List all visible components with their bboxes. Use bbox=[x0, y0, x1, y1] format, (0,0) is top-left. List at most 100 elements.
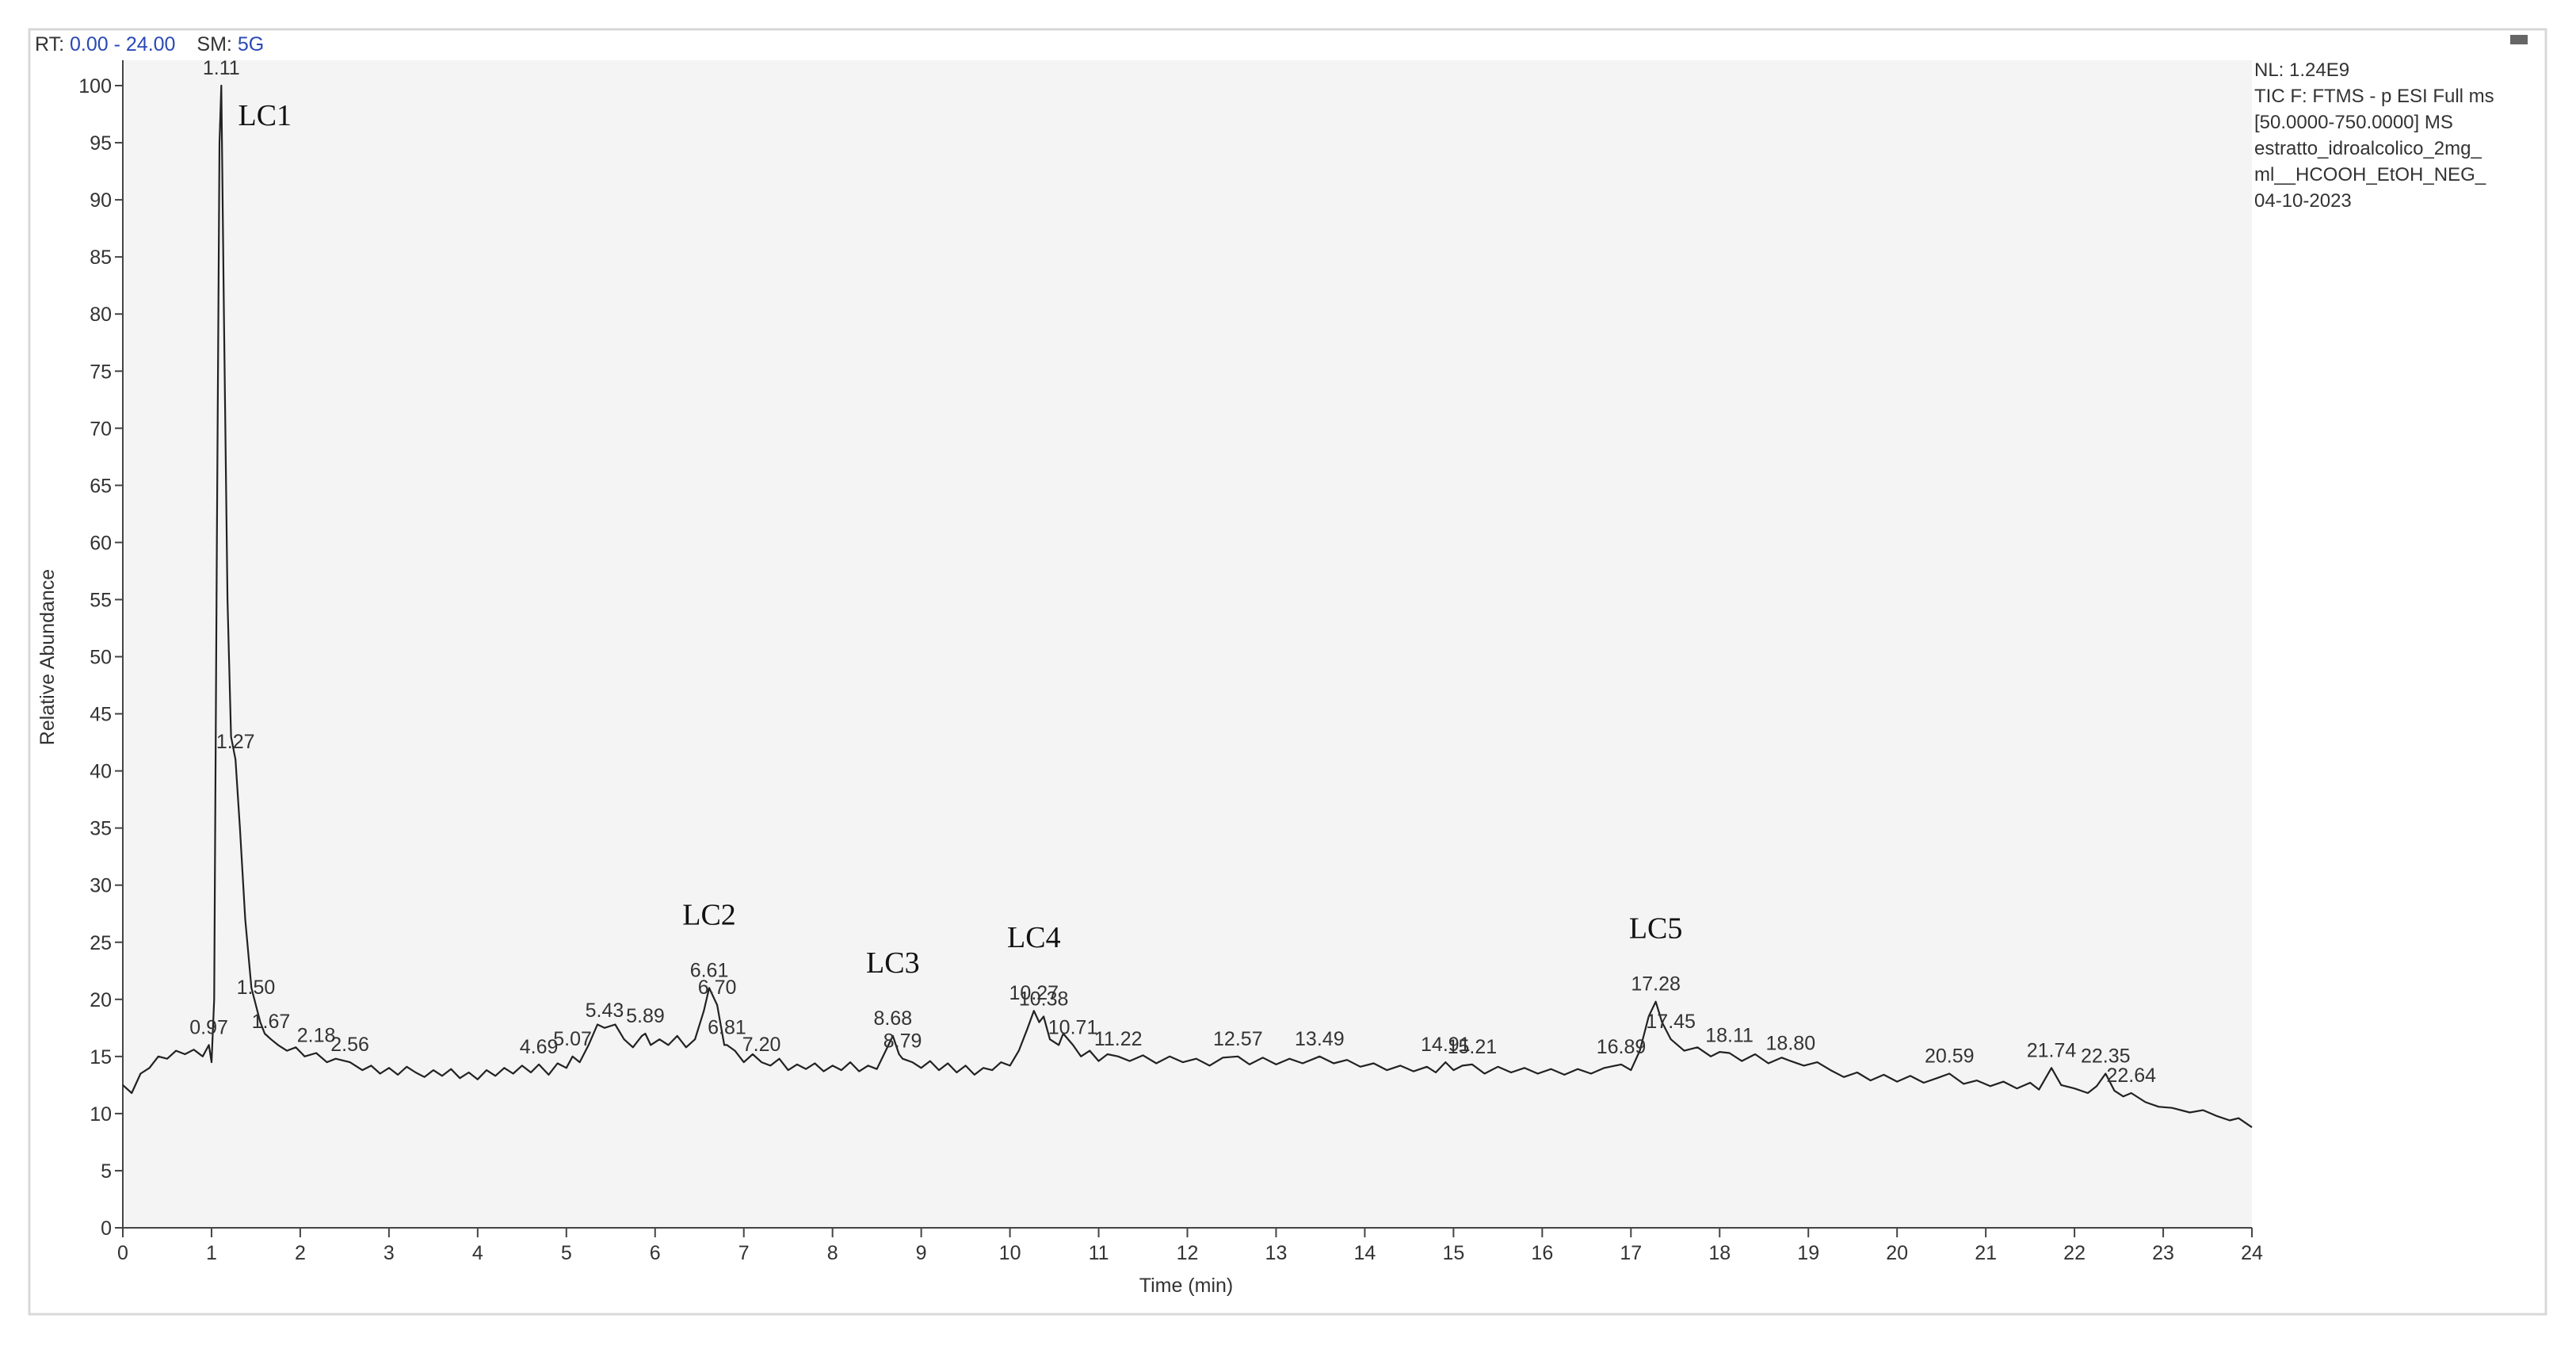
y-tick-label: 95 bbox=[90, 132, 112, 155]
x-tick-label: 20 bbox=[1886, 1242, 1908, 1264]
peak-label: 5.43 bbox=[586, 1000, 624, 1022]
peak-annotation: LC1 bbox=[238, 99, 292, 132]
peak-annotation: LC4 bbox=[1007, 921, 1061, 954]
peak-label: 2.56 bbox=[330, 1034, 369, 1056]
peak-label: 10.27 bbox=[1009, 982, 1059, 1004]
y-tick-label: 70 bbox=[90, 418, 112, 440]
y-tick-label: 10 bbox=[90, 1103, 112, 1126]
x-tick-label: 24 bbox=[2241, 1242, 2263, 1264]
x-tick-label: 19 bbox=[1797, 1242, 1819, 1264]
x-tick-label: 1 bbox=[206, 1242, 217, 1264]
y-tick-label: 40 bbox=[90, 761, 112, 783]
x-tick-label: 14 bbox=[1354, 1242, 1376, 1264]
peak-label: 10.38 bbox=[1019, 988, 1069, 1010]
peak-label: 22.64 bbox=[2106, 1065, 2156, 1087]
peak-label: 18.80 bbox=[1766, 1033, 1816, 1055]
x-tick-label: 10 bbox=[999, 1242, 1021, 1264]
info-line: NL: 1.24E9 bbox=[2254, 59, 2349, 81]
rt-range: 0.00 - 24.00 bbox=[70, 33, 175, 55]
x-tick-label: 13 bbox=[1265, 1242, 1288, 1264]
peak-label: 17.28 bbox=[1631, 973, 1681, 996]
sm-label: SM: bbox=[197, 33, 231, 55]
x-tick-label: 17 bbox=[1620, 1242, 1642, 1264]
y-tick-label: 5 bbox=[101, 1160, 112, 1183]
x-tick-label: 3 bbox=[384, 1242, 395, 1264]
x-tick-label: 0 bbox=[117, 1242, 128, 1264]
y-tick-label: 20 bbox=[90, 989, 112, 1011]
header: RT: 0.00 - 24.00 SM: 5G bbox=[35, 33, 264, 55]
y-tick-label: 75 bbox=[90, 361, 112, 383]
y-tick-label: 65 bbox=[90, 475, 112, 497]
peak-label: 8.68 bbox=[873, 1007, 912, 1030]
peak-label: 6.61 bbox=[690, 959, 729, 981]
peak-label: 13.49 bbox=[1295, 1028, 1345, 1050]
peak-label: 2.18 bbox=[297, 1025, 336, 1047]
peak-label: 0.97 bbox=[189, 1016, 228, 1038]
pin-icon bbox=[2510, 35, 2528, 44]
rt-label: RT: bbox=[35, 33, 64, 55]
y-tick-label: 0 bbox=[101, 1217, 112, 1240]
y-axis-title: Relative Abundance bbox=[36, 569, 59, 745]
peak-label: 14.91 bbox=[1421, 1034, 1471, 1056]
y-tick-label: 80 bbox=[90, 304, 112, 326]
x-tick-label: 6 bbox=[650, 1242, 661, 1264]
info-line: ml__HCOOH_EtOH_NEG_ bbox=[2254, 164, 2486, 185]
x-tick-label: 22 bbox=[2063, 1242, 2086, 1264]
peak-label: 1.50 bbox=[237, 977, 276, 999]
x-tick-label: 16 bbox=[1531, 1242, 1553, 1264]
x-tick-label: 11 bbox=[1089, 1242, 1109, 1264]
peak-label: 6.81 bbox=[708, 1016, 746, 1038]
info-line: TIC F: FTMS - p ESI Full ms bbox=[2254, 86, 2494, 107]
peak-label: 6.70 bbox=[698, 977, 737, 999]
y-tick-label: 55 bbox=[90, 589, 112, 611]
x-tick-label: 21 bbox=[1975, 1242, 1997, 1264]
y-tick-label: 50 bbox=[90, 647, 112, 669]
peak-annotation: LC2 bbox=[682, 898, 736, 931]
x-tick-label: 8 bbox=[827, 1242, 838, 1264]
peak-label: 5.07 bbox=[553, 1028, 592, 1050]
peak-label: 22.35 bbox=[2081, 1045, 2131, 1067]
info-line: estratto_idroalcolico_2mg_ bbox=[2254, 138, 2482, 159]
y-tick-label: 15 bbox=[90, 1046, 112, 1068]
peak-annotation: LC5 bbox=[1629, 912, 1683, 946]
info-line: [50.0000-750.0000] MS bbox=[2254, 112, 2453, 133]
x-tick-label: 15 bbox=[1442, 1242, 1464, 1264]
y-tick-label: 25 bbox=[90, 932, 112, 954]
x-tick-label: 2 bbox=[295, 1242, 306, 1264]
plot-area bbox=[123, 60, 2252, 1228]
y-tick-label: 90 bbox=[90, 189, 112, 212]
y-tick-label: 60 bbox=[90, 532, 112, 554]
x-tick-label: 7 bbox=[738, 1242, 750, 1264]
x-tick-label: 23 bbox=[2152, 1242, 2174, 1264]
x-axis-title: Time (min) bbox=[1139, 1275, 1234, 1297]
peak-label: 5.89 bbox=[626, 1005, 665, 1027]
peak-annotation: LC3 bbox=[866, 946, 920, 980]
peak-label: 1.67 bbox=[252, 1011, 291, 1033]
x-tick-label: 9 bbox=[916, 1242, 927, 1264]
peak-label: 1.27 bbox=[216, 731, 255, 753]
peak-label: 17.45 bbox=[1646, 1011, 1696, 1033]
y-tick-label: 45 bbox=[90, 704, 112, 726]
y-tick-label: 100 bbox=[78, 75, 112, 97]
peak-label: 10.71 bbox=[1048, 1016, 1098, 1038]
x-tick-label: 12 bbox=[1177, 1242, 1199, 1264]
trace bbox=[122, 84, 2253, 1129]
peak-label: 18.11 bbox=[1705, 1025, 1754, 1047]
info-line: 04-10-2023 bbox=[2254, 190, 2352, 212]
x-tick-label: 5 bbox=[561, 1242, 572, 1264]
peak-label: 7.20 bbox=[742, 1034, 781, 1056]
x-tick-label: 18 bbox=[1708, 1242, 1731, 1264]
peak-label: 20.59 bbox=[1925, 1045, 1975, 1067]
peak-label: 15.21 bbox=[1448, 1036, 1498, 1058]
y-tick-label: 30 bbox=[90, 875, 112, 897]
peak-label: 8.79 bbox=[883, 1030, 922, 1053]
peak-label: 12.57 bbox=[1213, 1028, 1263, 1050]
y-tick-label: 35 bbox=[90, 818, 112, 840]
peak-label: 4.69 bbox=[520, 1036, 559, 1058]
peak-label: 11.22 bbox=[1094, 1028, 1143, 1050]
x-tick-label: 4 bbox=[472, 1242, 483, 1264]
y-tick-label: 85 bbox=[90, 247, 112, 269]
peak-label: 16.89 bbox=[1597, 1036, 1647, 1058]
sm-value: 5G bbox=[238, 33, 264, 55]
